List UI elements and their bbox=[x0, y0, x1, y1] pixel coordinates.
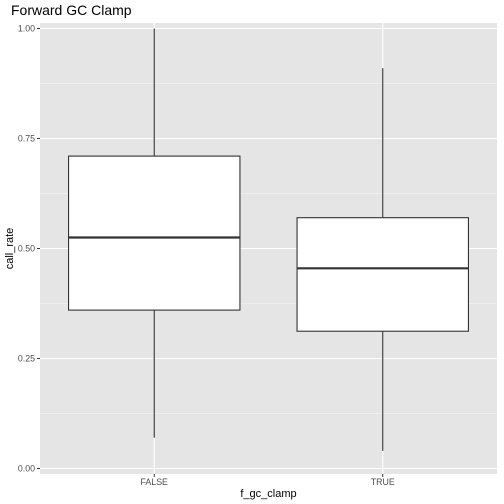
y-tick-label: 0.25 bbox=[18, 354, 35, 364]
y-tick-label: 0.75 bbox=[18, 134, 35, 144]
y-tick-label: 1.00 bbox=[18, 24, 35, 34]
y-tick-label: 0.00 bbox=[18, 464, 35, 474]
y-axis-ticks: 0.00 0.25 0.50 0.75 1.00 bbox=[18, 24, 40, 474]
x-axis-ticks: FALSE TRUE bbox=[141, 474, 395, 487]
y-tick-label: 0.50 bbox=[18, 244, 35, 254]
x-axis-title: f_gc_clamp bbox=[240, 488, 296, 500]
box-false bbox=[68, 28, 241, 438]
box-iqr bbox=[296, 217, 469, 332]
x-tick-label: TRUE bbox=[371, 477, 395, 487]
box-iqr bbox=[68, 155, 241, 311]
box-true bbox=[296, 68, 469, 451]
y-axis-title: call_rate bbox=[4, 228, 16, 270]
x-tick-label: FALSE bbox=[141, 477, 169, 487]
chart-title: Forward GC Clamp bbox=[11, 2, 132, 18]
boxes-layer bbox=[68, 28, 469, 451]
